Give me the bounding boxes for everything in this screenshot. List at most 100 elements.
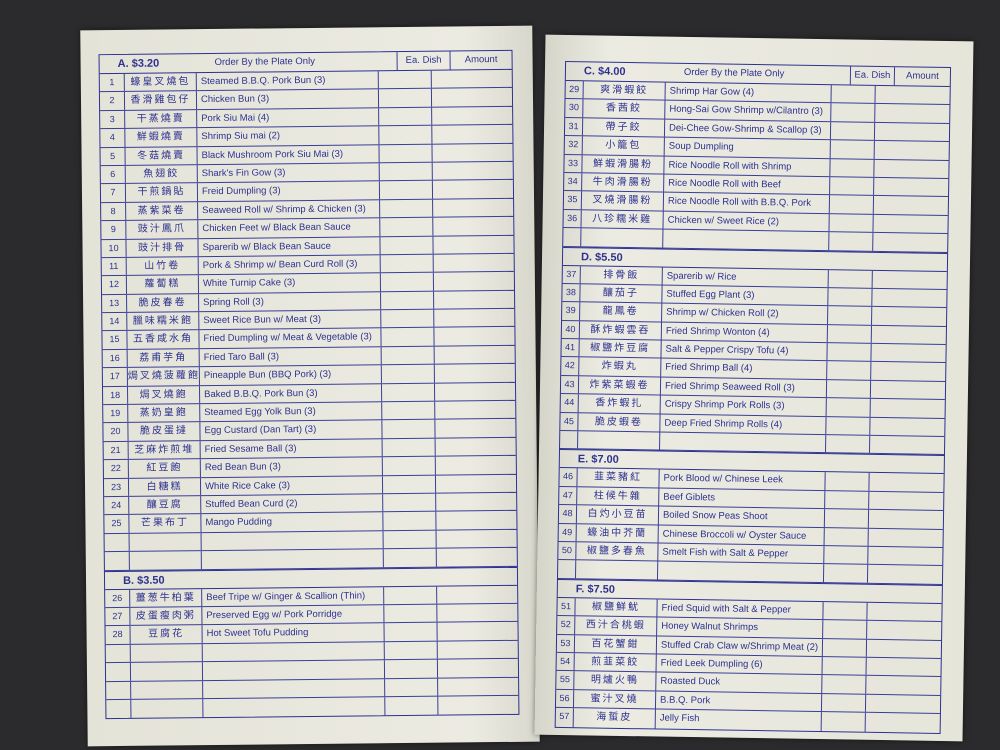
amount-field[interactable] <box>869 492 943 511</box>
amount-field[interactable] <box>434 254 514 272</box>
each-dish-field[interactable] <box>828 288 873 307</box>
amount-field[interactable] <box>871 399 945 418</box>
each-dish-field[interactable] <box>822 657 867 676</box>
amount-field[interactable] <box>433 235 513 253</box>
each-dish-field[interactable] <box>378 89 433 108</box>
amount-field[interactable] <box>874 159 948 178</box>
amount-field[interactable] <box>873 270 947 289</box>
amount-field[interactable] <box>435 382 515 400</box>
amount-field[interactable] <box>867 603 941 622</box>
each-dish-field[interactable] <box>830 140 875 159</box>
each-dish-field[interactable] <box>831 85 876 104</box>
each-dish-field[interactable] <box>382 475 437 494</box>
each-dish-field[interactable] <box>382 438 436 457</box>
amount-field[interactable] <box>436 474 516 492</box>
each-dish-field[interactable] <box>822 675 867 694</box>
amount-field[interactable] <box>434 291 514 309</box>
amount-field[interactable] <box>870 417 944 436</box>
amount-field[interactable] <box>435 346 515 364</box>
each-dish-field[interactable] <box>829 213 874 232</box>
amount-field[interactable] <box>432 107 512 125</box>
amount-field[interactable] <box>869 473 943 492</box>
amount-field[interactable] <box>437 548 517 566</box>
each-dish-field[interactable] <box>379 162 433 181</box>
amount-field[interactable] <box>871 344 945 363</box>
amount-field[interactable] <box>869 528 943 547</box>
amount-field[interactable] <box>872 289 946 308</box>
amount-field[interactable] <box>868 547 942 566</box>
each-dish-field[interactable] <box>823 620 868 639</box>
each-dish-field[interactable] <box>824 546 869 565</box>
each-dish-field[interactable] <box>829 195 875 214</box>
amount-field[interactable] <box>875 123 949 142</box>
amount-field[interactable] <box>434 272 514 290</box>
each-dish-field[interactable] <box>830 158 875 177</box>
each-dish-field[interactable] <box>384 659 439 678</box>
each-dish-field[interactable] <box>382 420 436 439</box>
amount-field[interactable] <box>436 438 516 456</box>
each-dish-field[interactable] <box>379 144 433 163</box>
each-dish-field[interactable] <box>380 199 434 218</box>
each-dish-field[interactable] <box>380 217 434 236</box>
each-dish-field[interactable] <box>824 527 869 546</box>
each-dish-field[interactable] <box>378 70 432 89</box>
each-dish-field[interactable] <box>829 232 874 251</box>
amount-field[interactable] <box>866 713 940 733</box>
amount-field[interactable] <box>434 327 514 345</box>
amount-field[interactable] <box>433 217 513 235</box>
amount-field[interactable] <box>867 658 941 677</box>
amount-field[interactable] <box>866 676 940 695</box>
each-dish-field[interactable] <box>827 343 872 362</box>
amount-field[interactable] <box>436 493 516 511</box>
amount-field[interactable] <box>437 622 517 640</box>
each-dish-field[interactable] <box>383 530 437 549</box>
amount-field[interactable] <box>432 125 512 143</box>
each-dish-field[interactable] <box>825 435 871 454</box>
amount-field[interactable] <box>867 639 941 658</box>
each-dish-field[interactable] <box>827 361 872 380</box>
each-dish-field[interactable] <box>827 324 872 343</box>
amount-field[interactable] <box>870 436 944 455</box>
amount-field[interactable] <box>434 309 514 327</box>
each-dish-field[interactable] <box>382 456 436 475</box>
amount-field[interactable] <box>436 511 516 529</box>
amount-field[interactable] <box>432 143 512 161</box>
each-dish-field[interactable] <box>383 548 437 567</box>
each-dish-field[interactable] <box>826 398 871 417</box>
amount-field[interactable] <box>874 178 948 197</box>
each-dish-field[interactable] <box>379 181 434 199</box>
each-dish-field[interactable] <box>821 712 866 732</box>
amount-field[interactable] <box>432 70 512 88</box>
amount-field[interactable] <box>432 88 512 106</box>
amount-field[interactable] <box>869 510 943 529</box>
each-dish-field[interactable] <box>380 272 435 291</box>
each-dish-field[interactable] <box>381 328 435 347</box>
amount-field[interactable] <box>873 215 947 234</box>
each-dish-field[interactable] <box>382 401 436 420</box>
amount-field[interactable] <box>433 199 513 217</box>
amount-field[interactable] <box>437 530 517 548</box>
each-dish-field[interactable] <box>830 121 876 141</box>
amount-field[interactable] <box>438 696 518 715</box>
amount-field[interactable] <box>874 196 948 215</box>
each-dish-field[interactable] <box>830 177 875 196</box>
each-dish-field[interactable] <box>828 306 873 325</box>
amount-field[interactable] <box>436 456 516 474</box>
each-dish-field[interactable] <box>385 678 439 697</box>
amount-field[interactable] <box>437 604 517 622</box>
each-dish-field[interactable] <box>828 269 873 288</box>
amount-field[interactable] <box>868 565 942 584</box>
each-dish-field[interactable] <box>383 493 437 512</box>
amount-field[interactable] <box>435 401 515 419</box>
amount-field[interactable] <box>437 585 517 603</box>
amount-field[interactable] <box>438 659 518 677</box>
each-dish-field[interactable] <box>825 490 870 510</box>
each-dish-field[interactable] <box>380 254 434 273</box>
each-dish-field[interactable] <box>383 512 437 531</box>
each-dish-field[interactable] <box>824 509 870 528</box>
each-dish-field[interactable] <box>380 236 434 255</box>
each-dish-field[interactable] <box>384 586 438 605</box>
amount-field[interactable] <box>871 381 945 400</box>
amount-field[interactable] <box>875 141 949 160</box>
each-dish-field[interactable] <box>381 383 436 402</box>
